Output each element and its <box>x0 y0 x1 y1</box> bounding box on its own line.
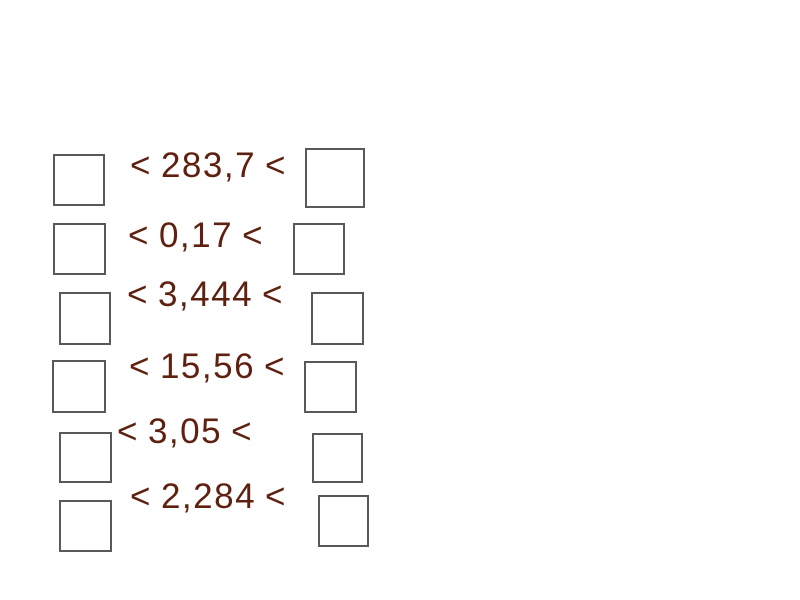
inequality-value: 283,7 <box>160 146 257 185</box>
less-than-symbol: < <box>242 216 265 255</box>
less-than-symbol: < <box>231 412 254 451</box>
inequality-expression: < 15,56 < <box>129 349 286 384</box>
answer-box-right[interactable] <box>293 223 345 275</box>
answer-box-right[interactable] <box>305 148 365 208</box>
answer-box-left[interactable] <box>59 292 111 345</box>
answer-box-right[interactable] <box>304 361 357 413</box>
less-than-symbol: < <box>128 216 150 255</box>
inequality-expression: < 283,7 < <box>130 148 287 183</box>
less-than-symbol: < <box>130 477 152 516</box>
less-than-symbol: < <box>265 477 287 516</box>
less-than-symbol: < <box>127 275 149 314</box>
less-than-symbol: < <box>129 347 151 386</box>
inequality-value: 0,17 <box>158 216 234 255</box>
answer-box-left[interactable] <box>53 154 105 206</box>
inequality-value: 2,284 <box>160 477 257 516</box>
less-than-symbol: < <box>117 412 139 451</box>
answer-box-left[interactable] <box>52 360 106 413</box>
answer-box-left[interactable] <box>59 500 112 552</box>
inequality-value: 3,444 <box>157 275 254 314</box>
answer-box-right[interactable] <box>318 495 369 547</box>
less-than-symbol: < <box>262 275 284 314</box>
answer-box-right[interactable] <box>311 292 364 345</box>
answer-box-left[interactable] <box>59 432 112 483</box>
inequality-expression: < 0,17 < <box>128 218 264 253</box>
answer-box-left[interactable] <box>53 223 106 275</box>
inequality-value: 3,05 <box>147 412 223 451</box>
less-than-symbol: < <box>130 146 152 185</box>
inequality-value: 15,56 <box>159 347 256 386</box>
inequality-expression: < 2,284 < <box>130 479 287 514</box>
less-than-symbol: < <box>265 146 287 185</box>
answer-box-right[interactable] <box>312 433 363 483</box>
inequality-expression: < 3,05 < <box>117 414 253 449</box>
inequality-expression: < 3,444 < <box>127 277 284 312</box>
less-than-symbol: < <box>264 347 286 386</box>
